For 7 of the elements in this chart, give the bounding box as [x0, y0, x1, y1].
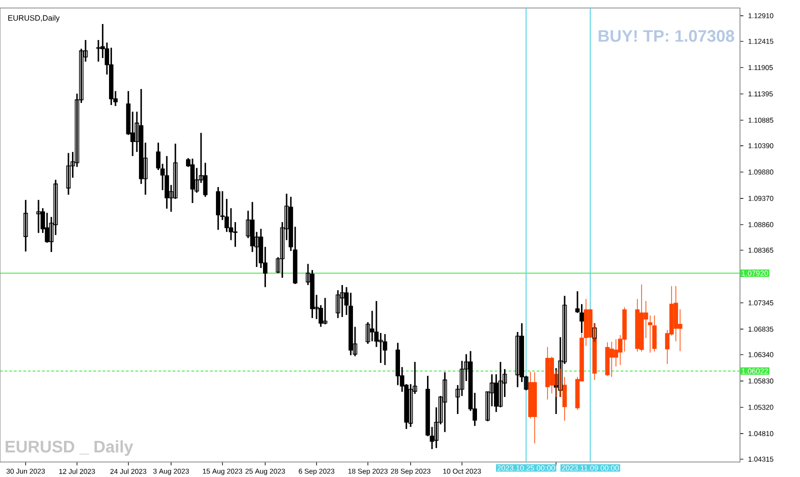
candlestick — [562, 376, 567, 422]
candlestick — [674, 286, 678, 342]
candlestick — [635, 298, 640, 352]
annotation: BUY! TP: 1.07308 — [598, 30, 734, 42]
candlestick — [609, 341, 614, 378]
candlestick — [532, 372, 537, 444]
annotation: EURUSD _ Daily — [6, 440, 134, 456]
